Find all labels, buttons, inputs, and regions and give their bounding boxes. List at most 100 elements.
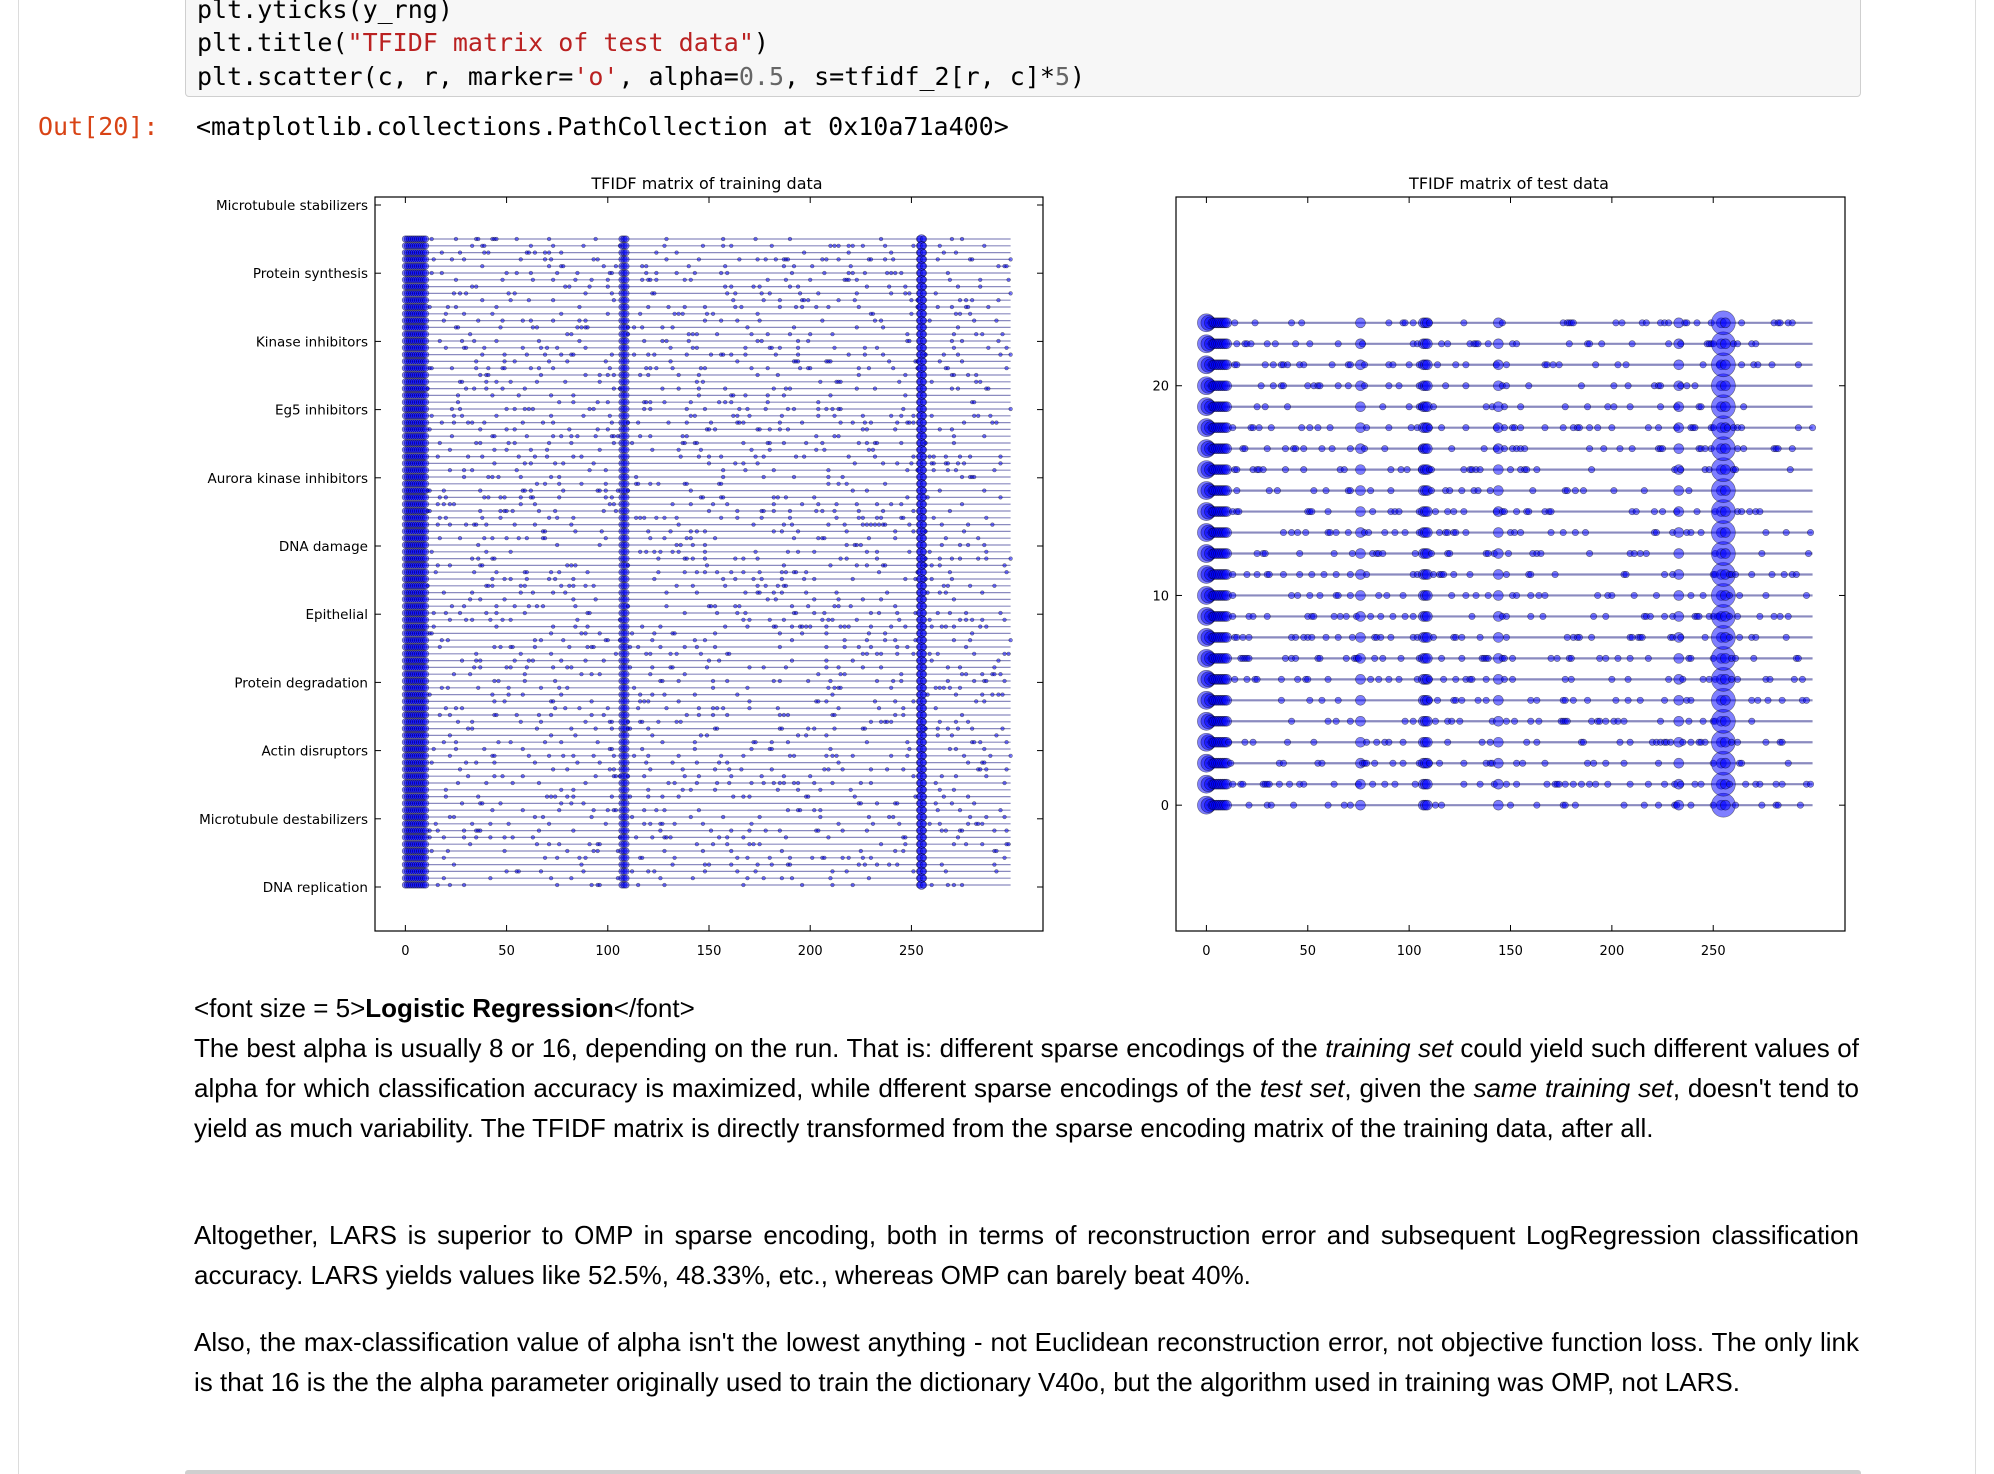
- scatter-point: [654, 250, 659, 255]
- scatter-point: [702, 570, 708, 575]
- scatter-point: [1525, 382, 1533, 390]
- scatter-point: [1699, 591, 1707, 599]
- scatter-point: [478, 440, 483, 446]
- scatter-point: [771, 780, 776, 786]
- scatter-point: [704, 563, 710, 568]
- scatter-point: [642, 808, 647, 813]
- scatter-point: [510, 508, 515, 514]
- scatter-point: [864, 284, 869, 289]
- scatter-point: [1438, 340, 1446, 348]
- scatter-point: [1553, 654, 1561, 662]
- scatter-point: [1221, 338, 1232, 350]
- scatter-point: [1513, 780, 1521, 788]
- scatter-point: [781, 780, 786, 786]
- scatter-point: [949, 733, 955, 738]
- scatter-point: [976, 556, 981, 561]
- x-tick-label: 150: [697, 944, 722, 959]
- scatter-point: [996, 692, 1001, 697]
- scatter-point: [581, 801, 586, 806]
- scatter-point: [1296, 570, 1304, 578]
- scatter-point: [666, 780, 671, 786]
- scatter-point: [690, 332, 695, 337]
- scatter-point: [721, 352, 726, 357]
- scatter-point: [828, 876, 833, 881]
- scatter-point: [887, 862, 892, 867]
- scatter-point: [518, 651, 523, 656]
- scatter-point: [422, 521, 430, 529]
- scatter-point: [963, 672, 969, 677]
- scatter-point: [866, 876, 872, 881]
- scatter-point: [925, 590, 930, 595]
- scatter-point: [571, 515, 576, 520]
- scatter-point: [874, 801, 880, 806]
- scatter-point: [787, 515, 793, 520]
- scatter-point: [708, 828, 714, 833]
- scatter-point: [1762, 529, 1770, 537]
- scatter-point: [816, 406, 821, 412]
- scatter-point: [1541, 424, 1549, 432]
- scatter-point: [474, 522, 479, 527]
- scatter-point: [674, 515, 679, 520]
- scatter-point: [447, 468, 452, 473]
- scatter-point: [422, 847, 430, 855]
- scatter-point: [575, 434, 580, 439]
- scatter-point: [793, 610, 799, 616]
- scatter-point: [1652, 591, 1660, 599]
- scatter-point: [727, 651, 732, 656]
- scatter-point: [546, 821, 552, 826]
- scatter-point: [664, 604, 669, 609]
- scatter-point: [583, 855, 588, 860]
- scatter-point: [583, 318, 588, 323]
- scatter-point: [644, 264, 649, 269]
- scatter-point: [783, 386, 789, 391]
- scatter-point: [640, 719, 645, 724]
- scatter-point: [668, 529, 673, 534]
- scatter-point: [1381, 445, 1389, 453]
- scatter-point: [603, 821, 608, 826]
- scatter-point: [785, 406, 791, 412]
- scatter-point: [494, 236, 499, 242]
- scatter-point: [945, 366, 950, 371]
- scatter-point: [1277, 696, 1285, 704]
- scatter-point: [534, 379, 540, 384]
- scatter-point: [1409, 319, 1417, 327]
- scatter-point: [1377, 612, 1385, 620]
- code-cell[interactable]: plt.yticks(y_rng) plt.title("TFIDF matri…: [185, 0, 1861, 97]
- scatter-point: [712, 604, 718, 609]
- scatter-point: [806, 338, 811, 344]
- scatter-point: [806, 678, 811, 684]
- scatter-point: [534, 325, 540, 330]
- scatter-point: [684, 536, 689, 541]
- scatter-point: [648, 821, 653, 826]
- scatter-point: [755, 372, 760, 378]
- scatter-point: [492, 678, 497, 684]
- scatter-point: [828, 678, 833, 684]
- scatter-point: [1361, 361, 1369, 369]
- scatter-point: [571, 828, 576, 833]
- scatter-row: [401, 451, 1011, 462]
- scatter-point: [822, 767, 827, 772]
- scatter-point: [937, 685, 942, 690]
- scatter-point: [589, 672, 594, 677]
- scatter-point: [1509, 654, 1517, 662]
- scatter-point: [702, 529, 708, 534]
- scatter-point: [429, 366, 434, 371]
- scatter-point: [966, 821, 971, 826]
- scatter-point: [828, 563, 833, 568]
- scatter-point: [765, 393, 770, 398]
- scatter-point: [589, 277, 594, 282]
- scatter-point: [1673, 485, 1685, 496]
- scatter-point: [453, 236, 459, 242]
- scatter-point: [1784, 612, 1792, 620]
- scatter-point: [850, 576, 855, 582]
- scatter-point: [642, 821, 647, 826]
- scatter-point: [585, 624, 590, 629]
- scatter-point: [1261, 550, 1269, 558]
- scatter-point: [955, 352, 961, 357]
- scatter-point: [1543, 780, 1551, 788]
- scatter-point: [1474, 696, 1482, 704]
- scatter-point: [422, 609, 430, 617]
- scatter-point: [990, 692, 995, 697]
- scatter-point: [474, 440, 479, 446]
- scatter-point: [1500, 445, 1508, 453]
